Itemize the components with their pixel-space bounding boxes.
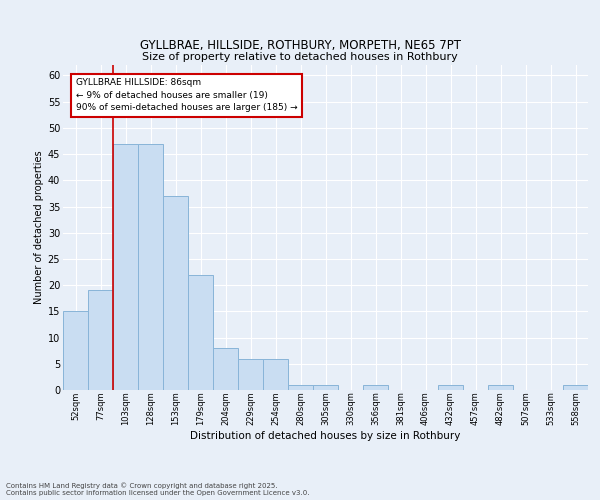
Text: GYLLBRAE, HILLSIDE, ROTHBURY, MORPETH, NE65 7PT: GYLLBRAE, HILLSIDE, ROTHBURY, MORPETH, N… <box>139 40 461 52</box>
Text: Size of property relative to detached houses in Rothbury: Size of property relative to detached ho… <box>142 52 458 62</box>
Bar <box>188 274 213 390</box>
Bar <box>488 385 513 390</box>
Bar <box>263 358 288 390</box>
Bar <box>363 385 388 390</box>
Bar <box>438 385 463 390</box>
X-axis label: Distribution of detached houses by size in Rothbury: Distribution of detached houses by size … <box>190 431 461 441</box>
Bar <box>213 348 238 390</box>
Bar <box>63 312 88 390</box>
Bar <box>113 144 138 390</box>
Bar <box>138 144 163 390</box>
Text: Contains public sector information licensed under the Open Government Licence v3: Contains public sector information licen… <box>6 490 310 496</box>
Text: GYLLBRAE HILLSIDE: 86sqm
← 9% of detached houses are smaller (19)
90% of semi-de: GYLLBRAE HILLSIDE: 86sqm ← 9% of detache… <box>76 78 298 112</box>
Bar <box>288 385 313 390</box>
Bar <box>238 358 263 390</box>
Bar <box>563 385 588 390</box>
Text: Contains HM Land Registry data © Crown copyright and database right 2025.: Contains HM Land Registry data © Crown c… <box>6 482 277 489</box>
Bar <box>88 290 113 390</box>
Bar <box>313 385 338 390</box>
Bar <box>163 196 188 390</box>
Y-axis label: Number of detached properties: Number of detached properties <box>34 150 44 304</box>
